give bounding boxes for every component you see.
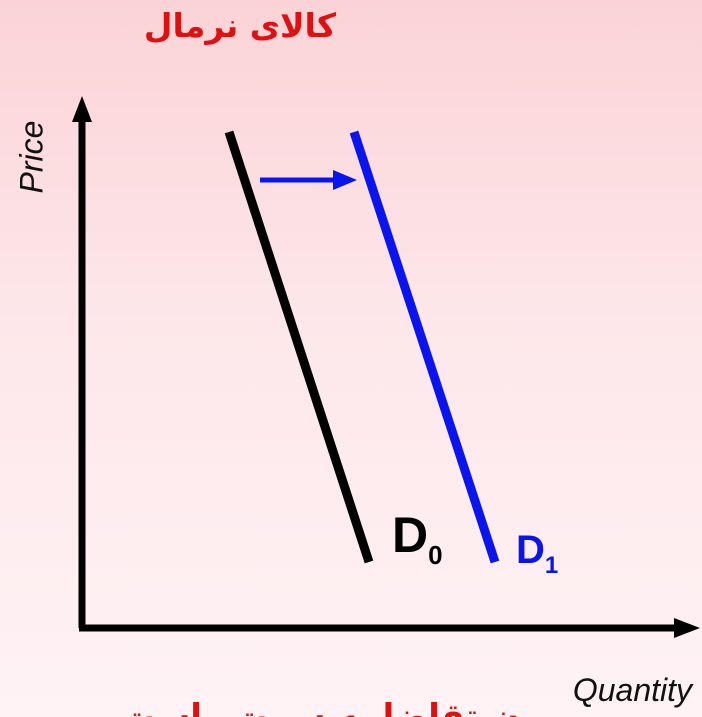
diagram-title: کالای نرمال	[143, 6, 337, 45]
y-axis-label: Price	[13, 120, 50, 194]
shift-arrow	[260, 170, 357, 190]
demand-curve-d1	[349, 130, 500, 564]
curve-label-d1-letter: D	[516, 528, 545, 572]
shift-caption: ن‌ـتقاضا به سمت راست	[120, 697, 520, 717]
x-axis-label: Quantity	[572, 672, 692, 708]
curve-label-d0-letter: D	[392, 507, 429, 563]
curve-label-d1: D1	[516, 528, 558, 579]
curve-label-d1-subscript: 1	[544, 552, 559, 579]
x-axis-arrowhead	[674, 618, 700, 638]
y-axis-arrowhead	[72, 96, 92, 122]
shift-arrow-head	[333, 170, 357, 190]
curve-label-d0: D0	[392, 506, 443, 570]
demand-curve-d0	[224, 130, 374, 564]
axes	[72, 96, 700, 638]
curve-label-d0-subscript: 0	[428, 540, 443, 570]
